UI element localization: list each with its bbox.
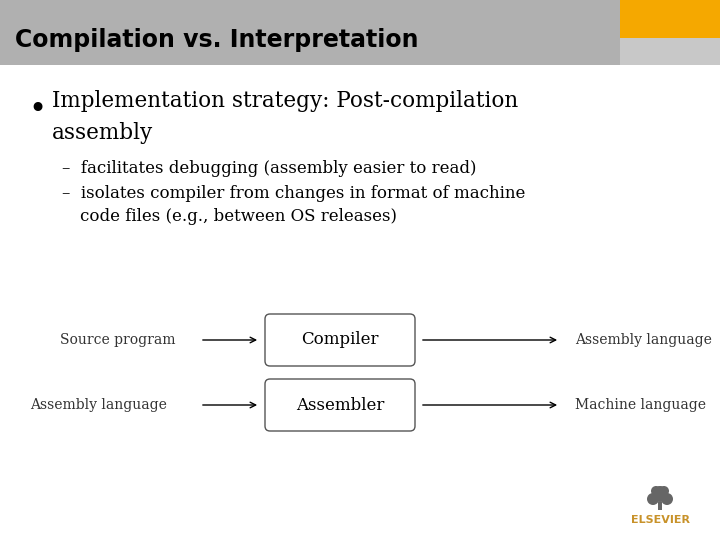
FancyBboxPatch shape <box>265 314 415 366</box>
Text: Assembly language: Assembly language <box>30 398 167 412</box>
Text: Implementation strategy: Post-compilation: Implementation strategy: Post-compilatio… <box>52 90 518 112</box>
Bar <box>620 0 720 38</box>
Circle shape <box>661 493 673 505</box>
Circle shape <box>659 486 669 496</box>
Text: Assembler: Assembler <box>296 396 384 414</box>
Text: ELSEVIER: ELSEVIER <box>631 515 690 525</box>
Bar <box>0 0 620 65</box>
Text: Assembly language: Assembly language <box>575 333 712 347</box>
Text: –  facilitates debugging (assembly easier to read): – facilitates debugging (assembly easier… <box>62 160 477 177</box>
Text: Compilation vs. Interpretation: Compilation vs. Interpretation <box>15 29 418 52</box>
Text: Machine language: Machine language <box>575 398 706 412</box>
Circle shape <box>652 486 668 502</box>
Text: Compiler: Compiler <box>301 332 379 348</box>
Bar <box>658 502 662 510</box>
Bar <box>0 65 720 540</box>
Text: –  isolates compiler from changes in format of machine: – isolates compiler from changes in form… <box>62 185 526 202</box>
Text: •: • <box>28 95 46 124</box>
Circle shape <box>651 486 661 496</box>
Text: assembly: assembly <box>52 122 153 144</box>
FancyBboxPatch shape <box>265 379 415 431</box>
Text: Source program: Source program <box>60 333 176 347</box>
Circle shape <box>647 493 659 505</box>
Text: code files (e.g., between OS releases): code files (e.g., between OS releases) <box>80 208 397 225</box>
